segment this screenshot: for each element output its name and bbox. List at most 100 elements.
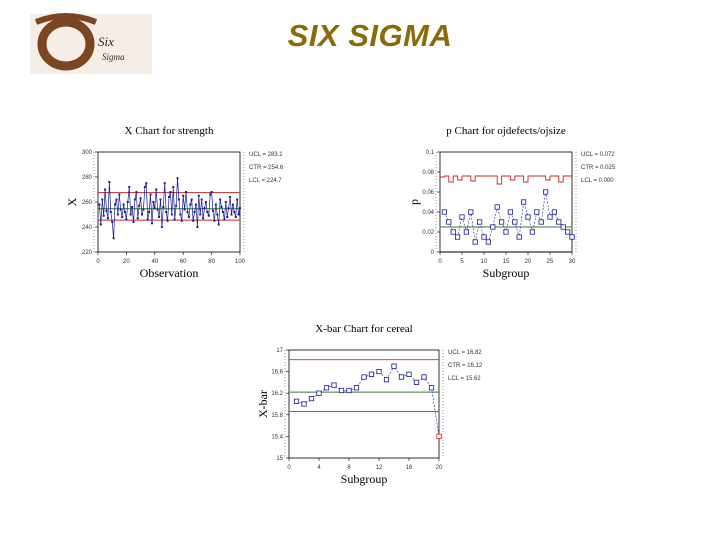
limit-label: LCL = 224.7 [249, 178, 282, 184]
data-point [398, 374, 405, 380]
data-point [194, 203, 197, 206]
limit-label: UCL = 283.1 [249, 152, 283, 158]
data-point [118, 193, 121, 196]
data-point [485, 239, 491, 245]
x-tick-label: 60 [180, 259, 187, 265]
logo-text-sigma: Sigma [102, 52, 125, 62]
data-point [229, 196, 232, 198]
data-point [108, 181, 111, 183]
data-point [490, 224, 496, 230]
data-point [450, 229, 456, 235]
data-point [564, 229, 571, 235]
data-point [142, 208, 145, 211]
y-tick-label: 0.08 [422, 170, 434, 176]
data-point [146, 218, 149, 221]
data-point [293, 398, 300, 404]
x-tick-label: 30 [569, 259, 576, 265]
data-point [200, 198, 203, 201]
chart-title: X-bar Chart for cereal [315, 323, 412, 335]
x-tick-label: 20 [436, 465, 443, 471]
data-point [413, 379, 420, 386]
data-point [121, 216, 124, 218]
data-point [165, 211, 168, 213]
data-point [338, 387, 345, 394]
data-point [186, 211, 189, 213]
data-point [156, 208, 159, 211]
data-point [207, 214, 210, 217]
x-tick-label: 12 [376, 465, 383, 471]
data-point [133, 198, 136, 201]
limit-label: LCL = 15.62 [448, 376, 481, 382]
data-point [179, 213, 182, 216]
data-point [503, 229, 509, 235]
data-point [516, 234, 522, 240]
data-point [538, 219, 544, 225]
y-tick-label: 15 [276, 456, 283, 462]
y-tick-label: 240 [82, 225, 93, 231]
data-point [221, 211, 224, 213]
data-point [213, 219, 216, 222]
x-tick-label: 20 [123, 259, 130, 265]
data-point [436, 433, 442, 439]
data-point [122, 203, 125, 206]
data-point [499, 219, 505, 225]
data-point [216, 213, 219, 216]
data-point [150, 222, 153, 225]
data-point [111, 221, 114, 223]
y-tick-label: 0.04 [422, 210, 434, 216]
x-tick-label: 20 [525, 259, 532, 265]
x-tick-label: 5 [460, 259, 464, 265]
y-tick-label: 260 [82, 200, 93, 206]
x-tick-label: 15 [503, 259, 510, 265]
data-point [139, 197, 142, 200]
data-point [202, 217, 205, 220]
data-point [391, 363, 397, 369]
data-point [192, 219, 195, 222]
data-point [234, 216, 237, 218]
data-point [105, 209, 108, 212]
data-point [162, 206, 165, 208]
data-point [428, 385, 435, 391]
x-tick-label: 100 [235, 259, 246, 265]
logo-text-six: Six [98, 34, 114, 49]
data-point [114, 203, 117, 206]
data-point [169, 191, 172, 193]
data-point [145, 182, 148, 185]
data-point [160, 226, 163, 228]
data-point [239, 207, 241, 210]
y-axis-label: X [65, 197, 79, 206]
data-point [119, 208, 122, 211]
data-point [551, 209, 557, 215]
data-point [176, 177, 179, 180]
data-point [316, 390, 322, 396]
data-point [168, 196, 170, 198]
data-point [226, 216, 229, 218]
data-point [155, 188, 158, 191]
y-tick-label: 0.02 [422, 230, 434, 236]
data-point [182, 194, 185, 197]
data-point [494, 204, 500, 210]
data-point [159, 198, 162, 201]
data-point [99, 223, 102, 226]
data-point [361, 374, 367, 380]
series-line [99, 178, 241, 239]
y-tick-label: 0.1 [426, 150, 435, 156]
limit-label: LCL = 0.000 [581, 178, 614, 184]
data-point [199, 213, 202, 216]
data-point [106, 217, 109, 220]
data-point [102, 214, 105, 217]
data-point [346, 387, 352, 394]
y-tick-label: 16.2 [271, 391, 283, 397]
data-point [231, 203, 234, 206]
data-point [331, 382, 337, 388]
data-point [98, 203, 101, 206]
data-point [158, 216, 161, 218]
data-point [126, 201, 129, 203]
data-point [128, 186, 131, 188]
data-point [172, 186, 175, 188]
data-point [383, 377, 390, 383]
plot-frame [288, 349, 440, 459]
data-point [368, 371, 375, 377]
limit-label: UCL = 16.82 [448, 350, 482, 356]
data-point [237, 213, 240, 216]
